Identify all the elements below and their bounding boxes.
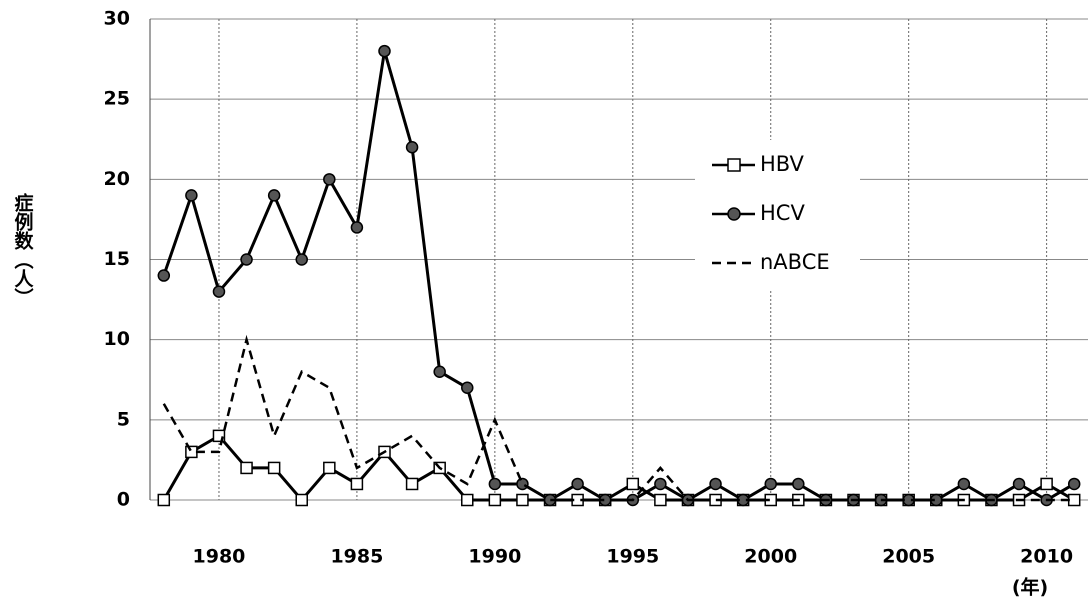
y-tick-label: 30 [104,8,130,30]
marker [350,221,364,234]
series-line [162,334,1075,502]
x-tick-label: 1980 [193,546,246,568]
marker [240,461,253,475]
marker [709,477,722,491]
marker [378,44,391,58]
y-axis-label-text: 症例数（人） [12,192,34,307]
marker [516,477,529,491]
marker [240,253,253,266]
marker [350,477,364,491]
marker [764,477,777,491]
x-tick-label: 2005 [882,546,935,568]
marker [1067,493,1081,507]
marker [516,493,529,507]
y-tick-label: 0 [117,489,130,511]
marker [488,493,502,507]
marker [461,381,474,395]
x-tick-label: 1985 [330,546,383,568]
y-tick-label: 15 [104,248,130,270]
y-axis-label: 症例数（人） [12,192,34,307]
marker [654,477,667,491]
marker [626,477,640,491]
y-tick-label: 10 [104,328,130,350]
marker [212,285,226,298]
marker [212,429,226,443]
marker [957,477,971,491]
marker [405,141,419,154]
x-tick-label: 1990 [468,546,521,568]
marker [488,477,502,491]
marker [405,477,419,491]
series-line [162,433,1075,503]
marker [654,493,667,507]
marker [433,365,446,378]
marker [157,269,171,282]
series-line [162,50,1075,502]
y-tick-label: 20 [104,168,130,190]
legend-label: HBV [760,152,805,176]
marker [1067,477,1081,491]
marker [323,173,336,186]
x-tick-label: 1995 [606,546,659,568]
x-tick-label: 2010 [1020,546,1073,568]
legend-marker [727,207,741,221]
marker [1040,477,1053,491]
marker [295,253,308,266]
marker [461,493,474,507]
marker [267,461,281,475]
marker [185,189,198,202]
marker [323,461,336,475]
marker [792,477,805,491]
y-tick-label: 5 [117,408,130,430]
x-axis-label: (年) [1012,576,1048,599]
marker [571,477,584,491]
marker [185,445,198,459]
marker [157,493,171,507]
legend-label: HCV [760,201,805,225]
marker [295,493,308,507]
marker [267,189,281,202]
marker [1012,477,1026,491]
legend-label: nABCE [760,250,830,274]
x-tick-label: 2000 [744,546,797,568]
y-tick-label: 25 [104,88,130,110]
legend-marker [727,158,741,172]
